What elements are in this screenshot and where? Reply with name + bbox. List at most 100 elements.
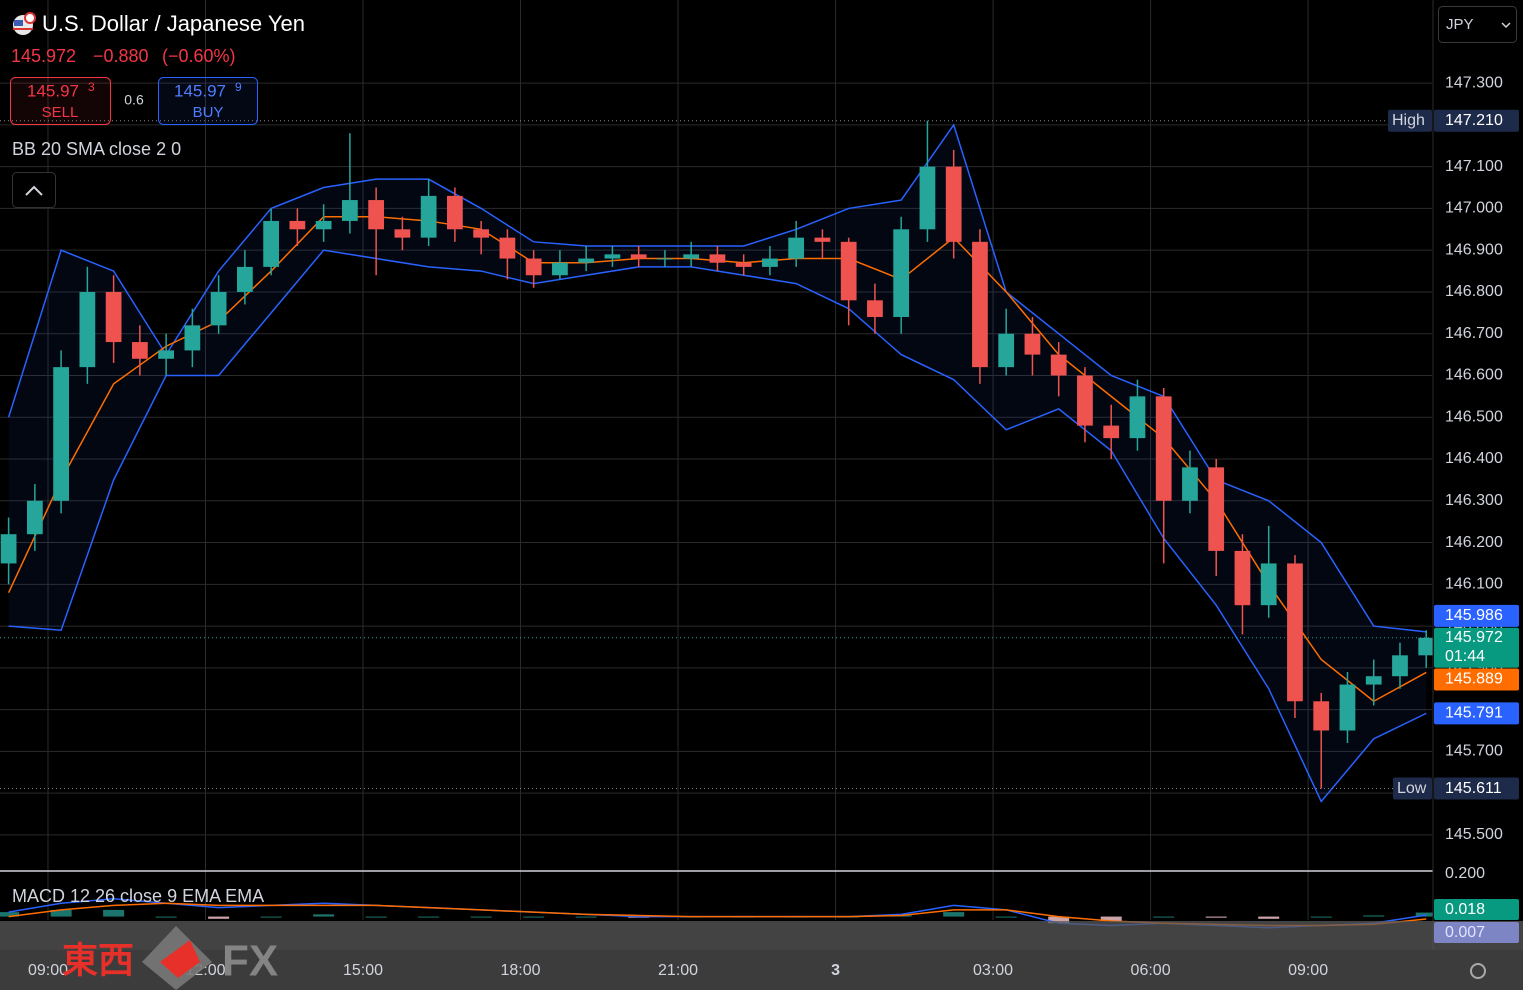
x-tick-label: 3 (831, 962, 840, 979)
candle-body (1287, 563, 1303, 702)
watermark-brand: 東西 (62, 940, 134, 981)
x-tick-label: 09:00 (28, 962, 68, 979)
x-tick-label: 09:00 (1288, 962, 1328, 979)
watermark-fx: FX (222, 937, 278, 986)
collapse-button[interactable] (12, 172, 56, 208)
candle-body (1024, 333, 1041, 355)
macd-histogram-bar (208, 916, 230, 919)
candle-body (131, 342, 148, 359)
macd-histogram-bar (1258, 916, 1280, 919)
dropdown-chevron (1501, 22, 1511, 29)
candle-body (578, 258, 595, 263)
price-tag-box (1434, 627, 1519, 668)
candle-body (552, 262, 568, 276)
candle-body (788, 237, 805, 259)
macd-histogram-bar (1363, 915, 1385, 917)
y-tick-label: 147.100 (1445, 158, 1503, 175)
candle-body (473, 229, 490, 238)
macd-histogram-bar (365, 916, 387, 918)
upper-band-label: 145.986 (1445, 607, 1503, 624)
y-tick-label: 146.200 (1445, 534, 1503, 551)
time-axis-background (0, 950, 1523, 990)
low-label-box (1434, 777, 1519, 800)
candle-body (158, 350, 174, 359)
collapse-icon (25, 185, 43, 196)
sell-label: SELL (42, 104, 79, 121)
candle-body (1339, 684, 1356, 731)
y-tick-label: 146.400 (1445, 450, 1503, 467)
y-tick-label: 145.700 (1445, 743, 1503, 760)
candle-body (893, 229, 910, 318)
plot-area: MACD 12 26 close 9 EMA EMA (0, 0, 1523, 929)
macd-hist-tag: 0.018 (1445, 901, 1485, 918)
y-tick-label: 147.000 (1445, 200, 1503, 217)
x-tick-label: 15:00 (343, 962, 383, 979)
candle-body (420, 195, 437, 238)
candle-body (1155, 396, 1172, 501)
macd-histogram-bar (0, 912, 20, 917)
candle-body (919, 166, 936, 230)
sell-button[interactable] (10, 77, 111, 125)
currency-dropdown[interactable] (1438, 6, 1517, 43)
macd-tick-label: 0.200 (1445, 865, 1485, 882)
candle-body (1077, 375, 1093, 426)
candle-body (26, 500, 43, 535)
indicator-label: BB 20 SMA close 2 0 (12, 139, 181, 159)
macd-histogram-bar (470, 916, 492, 918)
candle-body (683, 254, 700, 259)
candle-body (1129, 396, 1146, 439)
candle-body (735, 262, 752, 267)
candle-body (867, 300, 883, 318)
y-tick-label: 146.600 (1445, 367, 1503, 384)
countdown: 01:44 (1445, 648, 1485, 665)
lower-band-label-box (1434, 702, 1519, 725)
macd-histogram-bar (313, 914, 335, 917)
candle-body (630, 254, 647, 259)
candle-body (342, 200, 358, 221)
macd-histogram-bar (943, 912, 965, 917)
x-tick-label: 06:00 (1131, 962, 1171, 979)
x-tick-label: 18:00 (501, 962, 541, 979)
buy-label: BUY (193, 104, 224, 121)
symbol-title: U.S. Dollar / Japanese Yen (42, 11, 305, 36)
macd-histogram-bar (260, 916, 282, 918)
candle-body (1260, 563, 1277, 606)
candle-body (972, 241, 988, 368)
flag-canton (14, 20, 23, 26)
axis-background (1433, 0, 1523, 990)
low-label: 145.611 (1445, 780, 1502, 797)
bottom-overlay (0, 921, 1523, 950)
buy-price: 145.97 (174, 81, 226, 100)
macd-histogram-bar (523, 916, 545, 918)
y-tick-label: 146.100 (1445, 576, 1503, 593)
candle-body (315, 220, 332, 230)
settings-icon (1470, 963, 1486, 979)
x-tick-label: 21:00 (658, 962, 698, 979)
macd-tag-box (1434, 922, 1519, 943)
last-price: 145.972 (11, 46, 76, 66)
sell-price: 145.97 (27, 81, 79, 100)
macd-histogram-bar (1153, 916, 1175, 918)
candle-body (762, 258, 778, 267)
macd-histogram-bar (103, 909, 125, 917)
lower-band-label: 145.791 (1445, 705, 1503, 722)
candle-body (709, 254, 726, 263)
candle-body (184, 325, 201, 351)
macd-histogram-bar (1048, 916, 1070, 924)
candle-body (237, 266, 253, 292)
buy-button[interactable] (158, 77, 258, 125)
candle-body (368, 200, 385, 230)
macd-hist-tag-box (1434, 899, 1519, 920)
upper-band-label-box (1434, 604, 1519, 627)
top-layer: JPY (1438, 6, 1517, 43)
candle-body (525, 258, 542, 276)
price-change-pct: (−0.60%) (162, 46, 236, 66)
flag-jp (24, 12, 36, 24)
buy-pipette: 9 (235, 80, 242, 94)
candle-body (1313, 701, 1330, 731)
candle-body (289, 220, 306, 230)
candle-body (1182, 467, 1198, 501)
basis-label: 145.889 (1445, 671, 1503, 688)
macd-histogram-bar (1415, 912, 1437, 917)
